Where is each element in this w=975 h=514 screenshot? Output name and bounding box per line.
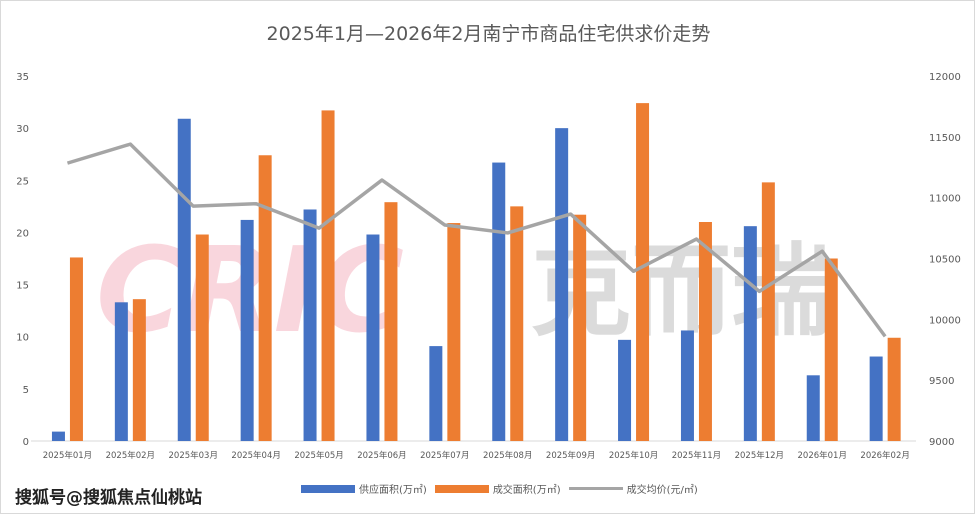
x-tick-label: 2025年04月 [231,450,280,461]
chart-title: 2025年1月—2026年2月南宁市商品住宅供求价走势 [266,23,711,45]
bar-deal [321,110,335,442]
x-tick-label: 2025年03月 [169,450,218,461]
y-right-tick-label: 10000 [929,315,961,326]
bar-deal [258,155,272,441]
y-right-tick-label: 9000 [929,437,954,448]
legend-label: 供应面积(万㎡) [359,485,427,496]
bar-supply [240,219,254,441]
bar-deal [384,202,398,441]
bar-supply [618,339,632,441]
legend-label: 成交均价(元/㎡) [626,485,698,496]
x-tick-label: 2026年01月 [798,450,847,461]
y-right-tick-label: 11500 [929,133,961,144]
y-right-tick-label: 9500 [929,376,954,387]
y-right-tick-label: 12000 [929,72,961,83]
bar-deal [698,222,712,441]
x-tick-label: 2025年01月 [43,450,92,461]
y-right-tick-label: 11000 [929,194,961,205]
x-tick-label: 2025年08月 [483,450,532,461]
bar-deal [573,214,587,441]
bar-deal [636,103,650,441]
bar-supply [555,128,569,441]
bar-deal [195,234,209,441]
y-left-tick-label: 20 [16,228,29,239]
x-tick-label: 2025年10月 [609,450,658,461]
y-left-tick-label: 10 [16,333,29,344]
legend-item-supply: 供应面积(万㎡) [301,481,427,496]
bar-deal [132,299,146,441]
y-left-tick-label: 30 [16,124,29,135]
legend-swatch [301,484,355,493]
bar-deal [447,223,461,441]
legend-label: 成交面积(万㎡) [492,485,561,496]
x-tick-label: 2025年06月 [357,450,406,461]
bar-supply [743,226,757,441]
bar-supply [177,118,191,441]
y-right-tick-label: 10500 [929,255,961,266]
bar-deal [887,337,901,441]
y-left-tick-label: 25 [16,176,29,187]
bar-supply [51,431,65,441]
legend: 供应面积(万㎡) 成交面积(万㎡) 成交均价(元/㎡) [301,481,706,496]
bar-supply [114,302,128,441]
bar-deal [69,257,83,441]
x-tick-label: 2025年02月 [106,450,155,461]
y-left-tick-label: 15 [16,281,29,292]
legend-item-price: 成交均价(元/㎡) [568,481,698,496]
footer-source: 搜狐号@搜狐焦点仙桃站 [15,488,202,508]
bar-supply [680,330,694,441]
bar-supply [492,162,506,442]
bar-deal [510,206,524,441]
bar-deal [761,182,775,441]
legend-swatch [568,487,623,490]
bar-supply [366,234,380,441]
x-tick-label: 2026年02月 [860,450,909,461]
bar-supply [303,209,317,441]
bar-supply [806,375,820,441]
y-left-tick-label: 5 [23,385,29,396]
bar-supply [869,356,883,441]
bar-deal [824,258,838,441]
x-tick-label: 2025年07月 [420,450,469,461]
line-price [66,142,887,338]
legend-item-deal: 成交面积(万㎡) [434,481,561,496]
bar-supply [429,346,443,441]
legend-swatch [434,484,489,493]
x-tick-label: 2025年11月 [672,450,721,461]
y-left-tick-label: 0 [23,437,29,448]
x-tick-label: 2025年12月 [735,450,784,461]
x-tick-label: 2025年09月 [546,450,595,461]
y-left-tick-label: 35 [16,72,29,83]
x-tick-label: 2025年05月 [294,450,343,461]
